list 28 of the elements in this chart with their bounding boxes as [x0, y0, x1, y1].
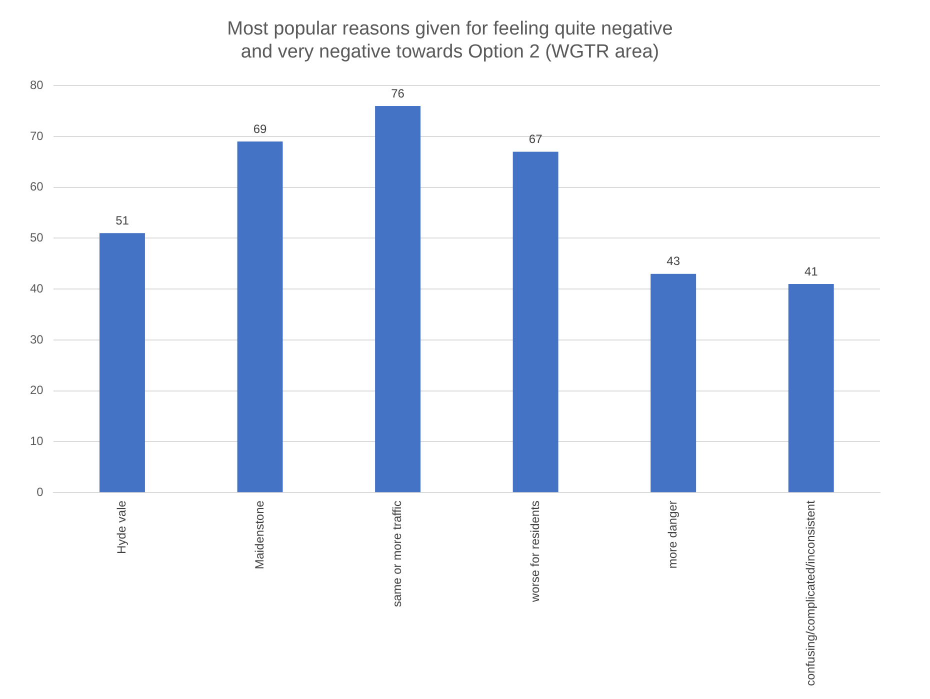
- data-label: 41: [804, 264, 818, 278]
- y-tick-label: 30: [30, 332, 44, 346]
- x-tick-label: same or more traffic: [390, 500, 404, 608]
- x-tick-label: worse for residents: [528, 500, 542, 603]
- data-label: 51: [116, 213, 130, 228]
- data-label: 67: [528, 132, 543, 146]
- x-tick-label: more danger: [666, 500, 680, 569]
- x-tick-label: confusing/complicated/inconsistent: [803, 500, 818, 686]
- bar: [650, 274, 696, 492]
- y-tick-label: 70: [30, 128, 44, 143]
- y-tick-label: 40: [30, 281, 44, 296]
- y-tick-label: 80: [30, 78, 44, 92]
- data-label: 76: [391, 86, 405, 100]
- bar: [375, 106, 421, 492]
- bar: [100, 233, 145, 492]
- data-label: 69: [253, 122, 268, 136]
- data-label: 43: [666, 254, 680, 268]
- y-tick-label: 20: [30, 383, 44, 398]
- bar: [512, 152, 558, 492]
- x-tick-label: Maidenstone: [252, 500, 266, 570]
- y-tick-label: 10: [30, 434, 44, 448]
- chart-title: Most popular reasons given for feeling quite negative and very negative towards Option 2 (WGTR area): [227, 18, 673, 62]
- y-tick-label: 50: [30, 230, 44, 245]
- bar: [788, 284, 834, 492]
- y-tick-label: 60: [30, 180, 44, 194]
- bar: [237, 142, 283, 492]
- x-tick-label: Hyde vale: [114, 500, 129, 554]
- y-tick-label: 0: [36, 484, 44, 499]
